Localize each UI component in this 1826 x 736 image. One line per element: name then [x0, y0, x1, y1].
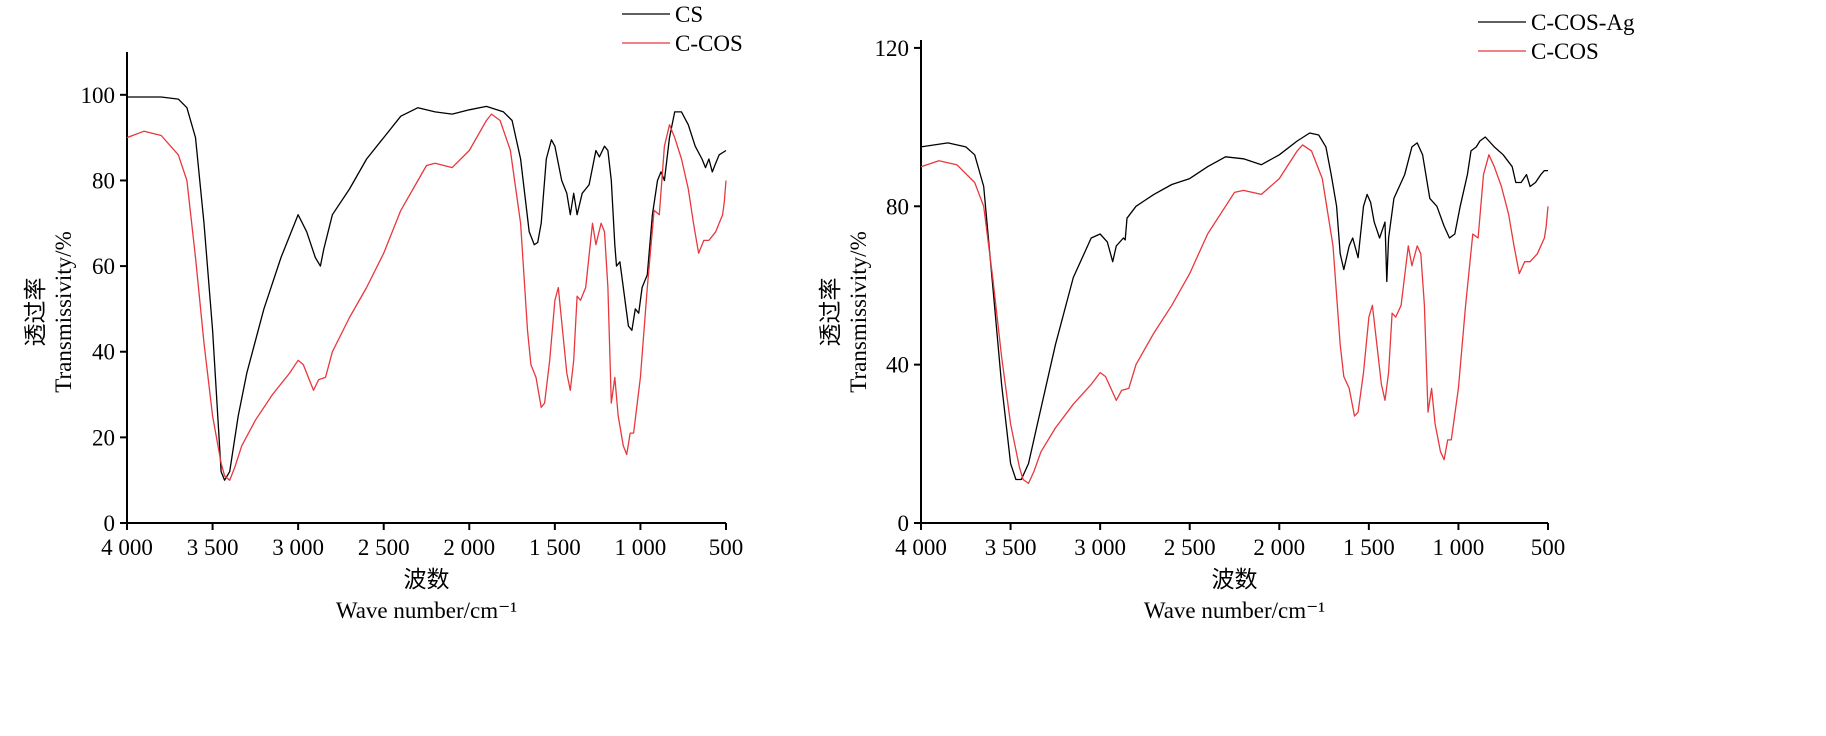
legend-label: CS	[675, 2, 703, 27]
x-tick-label: 2 500	[358, 535, 410, 560]
x-tick-label: 4 000	[895, 535, 947, 560]
series-line-c-cos-ag	[920, 132, 1548, 481]
chart-panel-1: 0 20 40 60 80 100 4 000 3 500 3 000 2 500 2 000 1 5…	[23, 2, 743, 623]
series-line-c-cos	[126, 113, 727, 481]
y-tick-label: 40	[886, 353, 909, 378]
series-line-c-cos	[920, 144, 1549, 485]
x-tick-label: 3 500	[985, 535, 1037, 560]
y-tick-label: 80	[92, 168, 115, 193]
x-axis-label-cn: 波数	[1212, 567, 1258, 592]
x-tick-label: 2 000	[1253, 535, 1305, 560]
x-tick-label: 1 500	[1343, 535, 1395, 560]
y-tick-label: 120	[875, 36, 910, 61]
y-tick-label: 40	[92, 340, 115, 365]
x-tick-label: 2 500	[1164, 535, 1216, 560]
x-axis-label: Wave number/cm⁻¹	[1144, 598, 1325, 623]
x-tick-label: 1 000	[1433, 535, 1485, 560]
y-axis-label: Transmissivity/%	[846, 231, 871, 392]
x-tick-label: 3 000	[272, 535, 324, 560]
y-tick-label: 0	[104, 511, 116, 536]
series-line-cs	[127, 96, 727, 481]
x-tick-label: 3 500	[187, 535, 239, 560]
y-axis-label: Transmissivity/%	[51, 231, 76, 392]
y-axis-label-cn: 透过率	[23, 278, 48, 347]
legend-label: C-COS	[675, 31, 743, 56]
chart-panel-2: 0 40 80 120 4 000 3 500 3 000 2 500 2 000 1 500 1 …	[818, 10, 1635, 623]
x-tick-label: 1 000	[615, 535, 667, 560]
y-axis-label-cn: 透过率	[818, 278, 843, 347]
x-tick-label: 500	[709, 535, 744, 560]
legend-label: C-COS-Ag	[1531, 10, 1635, 35]
legend-label: C-COS	[1531, 39, 1599, 64]
y-tick-label: 80	[886, 194, 909, 219]
x-tick-label: 1 500	[529, 535, 581, 560]
x-tick-label: 2 000	[443, 535, 495, 560]
x-axis-label-cn: 波数	[404, 567, 450, 592]
y-tick-label: 0	[898, 511, 910, 536]
x-axis-label: Wave number/cm⁻¹	[336, 598, 517, 623]
x-tick-label: 3 000	[1074, 535, 1126, 560]
y-tick-label: 100	[81, 83, 116, 108]
y-tick-label: 60	[92, 254, 115, 279]
x-tick-label: 4 000	[101, 535, 153, 560]
y-tick-label: 20	[92, 425, 115, 450]
x-tick-label: 500	[1531, 535, 1566, 560]
